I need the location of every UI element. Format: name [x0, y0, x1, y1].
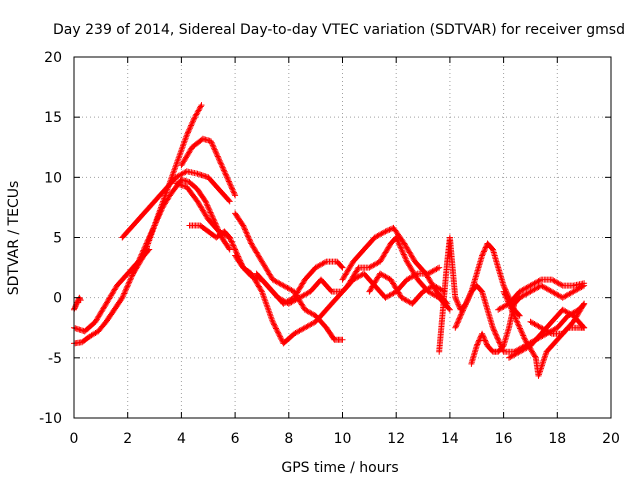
x-tick-label: 20 [602, 431, 620, 447]
series-arc-6 [178, 135, 239, 199]
series-markers [178, 135, 239, 199]
x-tick-label: 16 [495, 431, 513, 447]
x-tick-label: 14 [441, 431, 459, 447]
y-tick-label: 5 [53, 231, 62, 247]
x-tick-label: 18 [548, 431, 566, 447]
series-arc-5 [130, 102, 205, 277]
series-arc-13 [366, 270, 448, 307]
ticks: 0 2 4 6 8 10 12 14 16 18 20 -10 -5 0 5 10 15 20 [39, 50, 620, 447]
x-tick-label: 0 [70, 431, 79, 447]
x-tick-label: 6 [231, 431, 240, 447]
y-tick-label: 0 [53, 291, 62, 307]
y-axis-label: SDTVAR / TECUs [6, 181, 22, 296]
series-arc-8 [186, 222, 233, 241]
y-tick-label: 20 [44, 50, 62, 66]
series-markers [527, 300, 588, 337]
series-arc-12 [339, 224, 451, 307]
series-markers [130, 102, 205, 277]
x-tick-label: 8 [284, 431, 293, 447]
x-axis-label: GPS time / hours [281, 460, 398, 476]
series-layer [71, 102, 588, 379]
series-markers [366, 270, 448, 307]
x-tick-label: 4 [177, 431, 186, 447]
series-markers [339, 224, 451, 307]
grid [74, 57, 611, 418]
y-tick-label: 10 [44, 170, 62, 186]
y-tick-label: -10 [39, 411, 62, 427]
chart-title: Day 239 of 2014, Sidereal Day-to-day VTE… [53, 22, 625, 38]
y-tick-label: 15 [44, 110, 62, 126]
y-tick-label: -5 [48, 351, 62, 367]
x-tick-label: 2 [123, 431, 132, 447]
x-tick-label: 12 [387, 431, 405, 447]
series-markers [186, 222, 233, 241]
x-tick-label: 10 [334, 431, 352, 447]
series-arc-20 [527, 300, 588, 337]
series-arc-11 [253, 264, 443, 307]
series-markers [253, 264, 443, 307]
